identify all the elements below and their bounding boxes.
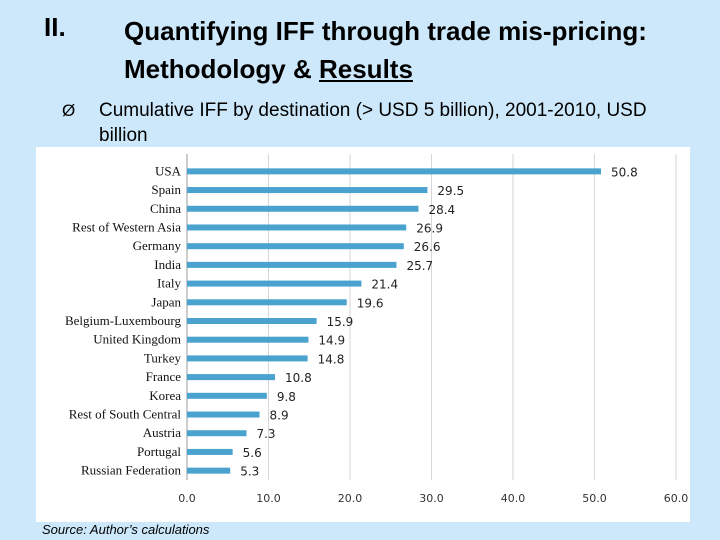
bar: [187, 411, 260, 418]
section-number: II.: [44, 12, 66, 42]
bullet-text: Cumulative IFF by destination (> USD 5 b…: [99, 100, 647, 146]
bar: [187, 355, 308, 362]
category-label: Korea: [149, 388, 181, 403]
value-label: 29.5: [437, 184, 464, 198]
bar-chart: 0.0 10.0 20.0 30.0 40.0 50.0 60.0 USA 50.8 Spain 2…: [65, 154, 689, 505]
category-label: Austria: [143, 425, 182, 440]
bar: [187, 168, 602, 175]
value-label: 21.4: [371, 278, 398, 292]
value-label: 5.6: [243, 446, 262, 460]
bar: [187, 448, 233, 455]
category-label: China: [150, 201, 181, 216]
value-label: 50.8: [611, 165, 638, 179]
category-label: Spain: [151, 182, 181, 197]
category-label: Germany: [133, 238, 182, 253]
category-label: Portugal: [137, 444, 181, 459]
category-label: Rest of South Central: [69, 407, 182, 422]
source-note: Source: Author’s calculations: [42, 522, 210, 537]
x-tick-label: 10.0: [256, 492, 281, 505]
bar: [187, 318, 317, 324]
x-tick-label: 50.0: [582, 492, 607, 505]
category-label: USA: [155, 163, 182, 178]
x-tick-label: 0.0: [178, 492, 196, 505]
chart-panel: 0.0 10.0 20.0 30.0 40.0 50.0 60.0 USA 50.8 Spain 2…: [36, 147, 690, 522]
bar: [187, 187, 428, 194]
category-label: Turkey: [144, 350, 182, 365]
bar: [187, 261, 397, 268]
slide-title-main: Quantifying IFF through trade mis-pricin…: [124, 16, 647, 84]
bar: [187, 205, 419, 212]
bar: [187, 374, 276, 381]
x-tick-label: 40.0: [501, 492, 526, 505]
category-label: Belgium-Luxembourg: [65, 313, 182, 328]
category-label: France: [146, 369, 182, 384]
bar: [187, 299, 347, 306]
value-label: 19.6: [357, 296, 384, 310]
value-label: 10.8: [285, 371, 312, 385]
value-label: 8.9: [270, 409, 289, 423]
value-label: 14.9: [318, 334, 345, 348]
value-label: 7.3: [256, 427, 275, 441]
bar: [187, 224, 407, 231]
category-label: Russian Federation: [81, 463, 182, 478]
x-tick-label: 20.0: [338, 492, 363, 505]
value-label: 14.8: [318, 352, 345, 366]
slide-title: Quantifying IFF through trade mis-pricin…: [124, 12, 684, 88]
category-label: India: [154, 257, 181, 272]
bar: [187, 467, 231, 474]
category-label: Rest of Western Asia: [72, 219, 181, 234]
category-label: Italy: [157, 276, 181, 291]
bullet-point: Ø Cumulative IFF by destination (> USD 5…: [62, 98, 682, 148]
slide-title-results: Results: [318, 54, 413, 84]
value-label: 26.9: [416, 221, 443, 235]
value-label: 25.7: [406, 259, 433, 273]
category-label: United Kingdom: [93, 332, 181, 347]
bar: [187, 280, 362, 287]
value-label: 9.8: [277, 390, 296, 404]
value-label: 5.3: [240, 465, 259, 479]
value-label: 15.9: [327, 315, 354, 329]
x-tick-label: 60.0: [664, 492, 689, 505]
bullet-arrow-icon: Ø: [62, 101, 76, 120]
bar: [187, 243, 404, 250]
bar: [187, 430, 247, 437]
value-label: 28.4: [428, 203, 455, 217]
bar: [187, 336, 309, 343]
bar: [187, 392, 267, 399]
category-label: Japan: [151, 294, 181, 309]
x-tick-label: 30.0: [419, 492, 444, 505]
value-label: 26.6: [414, 240, 441, 254]
